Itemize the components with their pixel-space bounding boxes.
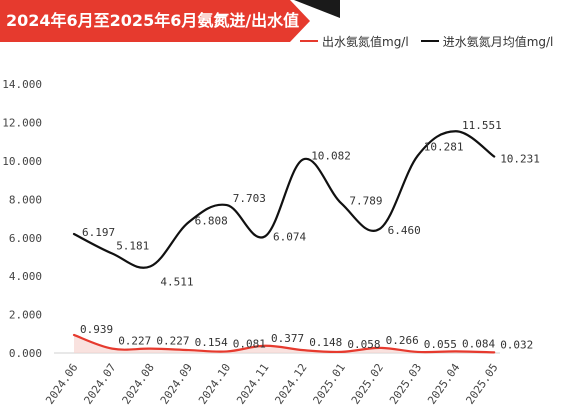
legend-item-inflow: 进水氨氮月均值mg/l bbox=[420, 33, 554, 50]
x-tick-label: 2025.01 bbox=[311, 361, 348, 406]
x-tick-label: 2025.03 bbox=[387, 361, 424, 406]
x-tick-label: 2024.10 bbox=[196, 361, 233, 406]
legend: 出水氨氮值mg/l 进水氨氮月均值mg/l bbox=[300, 32, 564, 50]
x-tick-label: 2024.08 bbox=[120, 361, 157, 406]
outflow-line bbox=[72, 333, 496, 354]
inflow-data-label: 6.808 bbox=[195, 214, 228, 227]
outflow-data-label: 0.227 bbox=[156, 335, 189, 348]
legend-label-outflow: 出水氨氮值mg/l bbox=[322, 34, 409, 49]
inflow-data-label: 4.511 bbox=[160, 275, 193, 288]
inflow-data-label: 6.197 bbox=[82, 226, 115, 239]
x-tick-label: 2024.11 bbox=[234, 361, 271, 406]
x-tick-label: 2024.06 bbox=[43, 361, 80, 406]
y-tick-label: 14.000 bbox=[2, 78, 42, 91]
legend-item-outflow: 出水氨氮值mg/l bbox=[300, 33, 409, 50]
outflow-data-label: 0.266 bbox=[386, 334, 419, 347]
y-tick-label: 10.000 bbox=[2, 155, 42, 168]
inflow-data-label: 10.082 bbox=[311, 149, 351, 162]
outflow-data-label: 0.939 bbox=[80, 323, 113, 336]
outflow-data-label: 0.227 bbox=[118, 335, 151, 348]
chart-title: 2024年6月至2025年6月氨氮进/出水值 bbox=[6, 11, 300, 30]
outflow-data-label: 0.055 bbox=[424, 338, 457, 351]
x-tick-label: 2024.12 bbox=[272, 361, 309, 406]
inflow-data-label: 5.181 bbox=[116, 240, 149, 253]
y-tick-label: 8.000 bbox=[9, 193, 42, 206]
outflow-data-label: 0.377 bbox=[271, 332, 304, 345]
title-banner: 2024年6月至2025年6月氨氮进/出水值 bbox=[0, 0, 340, 42]
banner-background bbox=[0, 0, 340, 42]
y-tick-label: 12.000 bbox=[2, 117, 42, 130]
inflow-data-label: 7.703 bbox=[233, 192, 266, 205]
outflow-data-label: 0.148 bbox=[309, 336, 342, 349]
outflow-data-label: 0.081 bbox=[233, 337, 266, 350]
x-tick-label: 2024.09 bbox=[158, 361, 195, 406]
legend-swatch-inflow bbox=[420, 40, 439, 42]
x-tick-label: 2024.07 bbox=[81, 361, 118, 406]
outflow-data-label: 0.032 bbox=[500, 338, 533, 351]
y-tick-label: 0.000 bbox=[9, 347, 42, 360]
inflow-data-label: 6.460 bbox=[388, 224, 421, 237]
outflow-data-label: 0.058 bbox=[347, 338, 380, 351]
inflow-data-label: 7.789 bbox=[349, 194, 382, 207]
y-tick-label: 6.000 bbox=[9, 232, 42, 245]
x-tick-label: 2025.02 bbox=[349, 361, 386, 406]
outflow-data-label: 0.154 bbox=[195, 336, 228, 349]
legend-label-inflow: 进水氨氮月均值mg/l bbox=[442, 34, 554, 49]
inflow-data-label: 11.551 bbox=[462, 119, 502, 132]
inflow-data-label: 6.074 bbox=[273, 230, 306, 243]
inflow-data-label: 10.231 bbox=[500, 153, 540, 166]
outflow-data-label: 0.084 bbox=[462, 337, 495, 350]
inflow-line bbox=[72, 130, 496, 269]
legend-swatch-outflow bbox=[300, 40, 318, 42]
y-tick-label: 4.000 bbox=[9, 270, 42, 283]
inflow-data-label: 10.281 bbox=[424, 141, 464, 154]
x-tick-label: 2025.04 bbox=[425, 361, 462, 407]
y-tick-label: 2.000 bbox=[9, 309, 42, 322]
x-tick-label: 2025.05 bbox=[463, 361, 500, 406]
